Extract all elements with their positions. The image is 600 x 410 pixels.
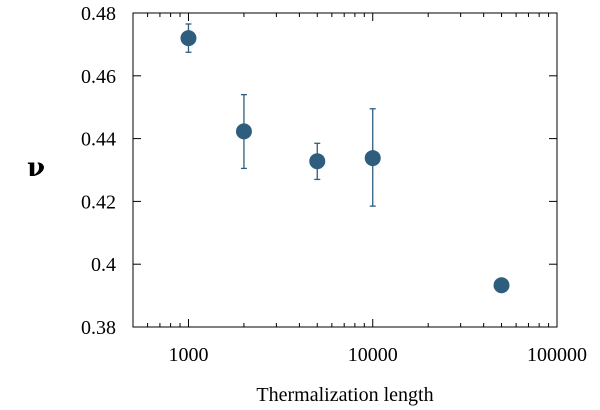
x-axis-title: Thermalization length: [256, 384, 433, 406]
data-layer: [180, 23, 510, 294]
y-axis-title: ν: [27, 153, 45, 183]
data-point: [493, 277, 510, 294]
data-point: [235, 123, 252, 140]
data-point: [309, 153, 326, 170]
plot-frame: [132, 12, 558, 328]
x-tick-label: 10000: [348, 344, 398, 366]
y-tick-label: 0.44: [81, 129, 116, 151]
y-tick-label: 0.38: [81, 317, 116, 339]
y-tick-label: 0.48: [81, 3, 116, 25]
y-tick-label: 0.46: [81, 66, 116, 88]
ticks-layer: [133, 12, 558, 328]
y-tick-label: 0.4: [91, 254, 116, 276]
tick-labels-layer: 1000 10000 100000 0.38 0.4 0.42 0.44 0.46 0.48: [81, 3, 587, 366]
x-tick-label: 100000: [527, 344, 587, 366]
data-point: [180, 30, 197, 47]
x-tick-label: 1000: [168, 344, 208, 366]
y-tick-label: 0.42: [81, 191, 116, 213]
data-point: [364, 150, 381, 167]
